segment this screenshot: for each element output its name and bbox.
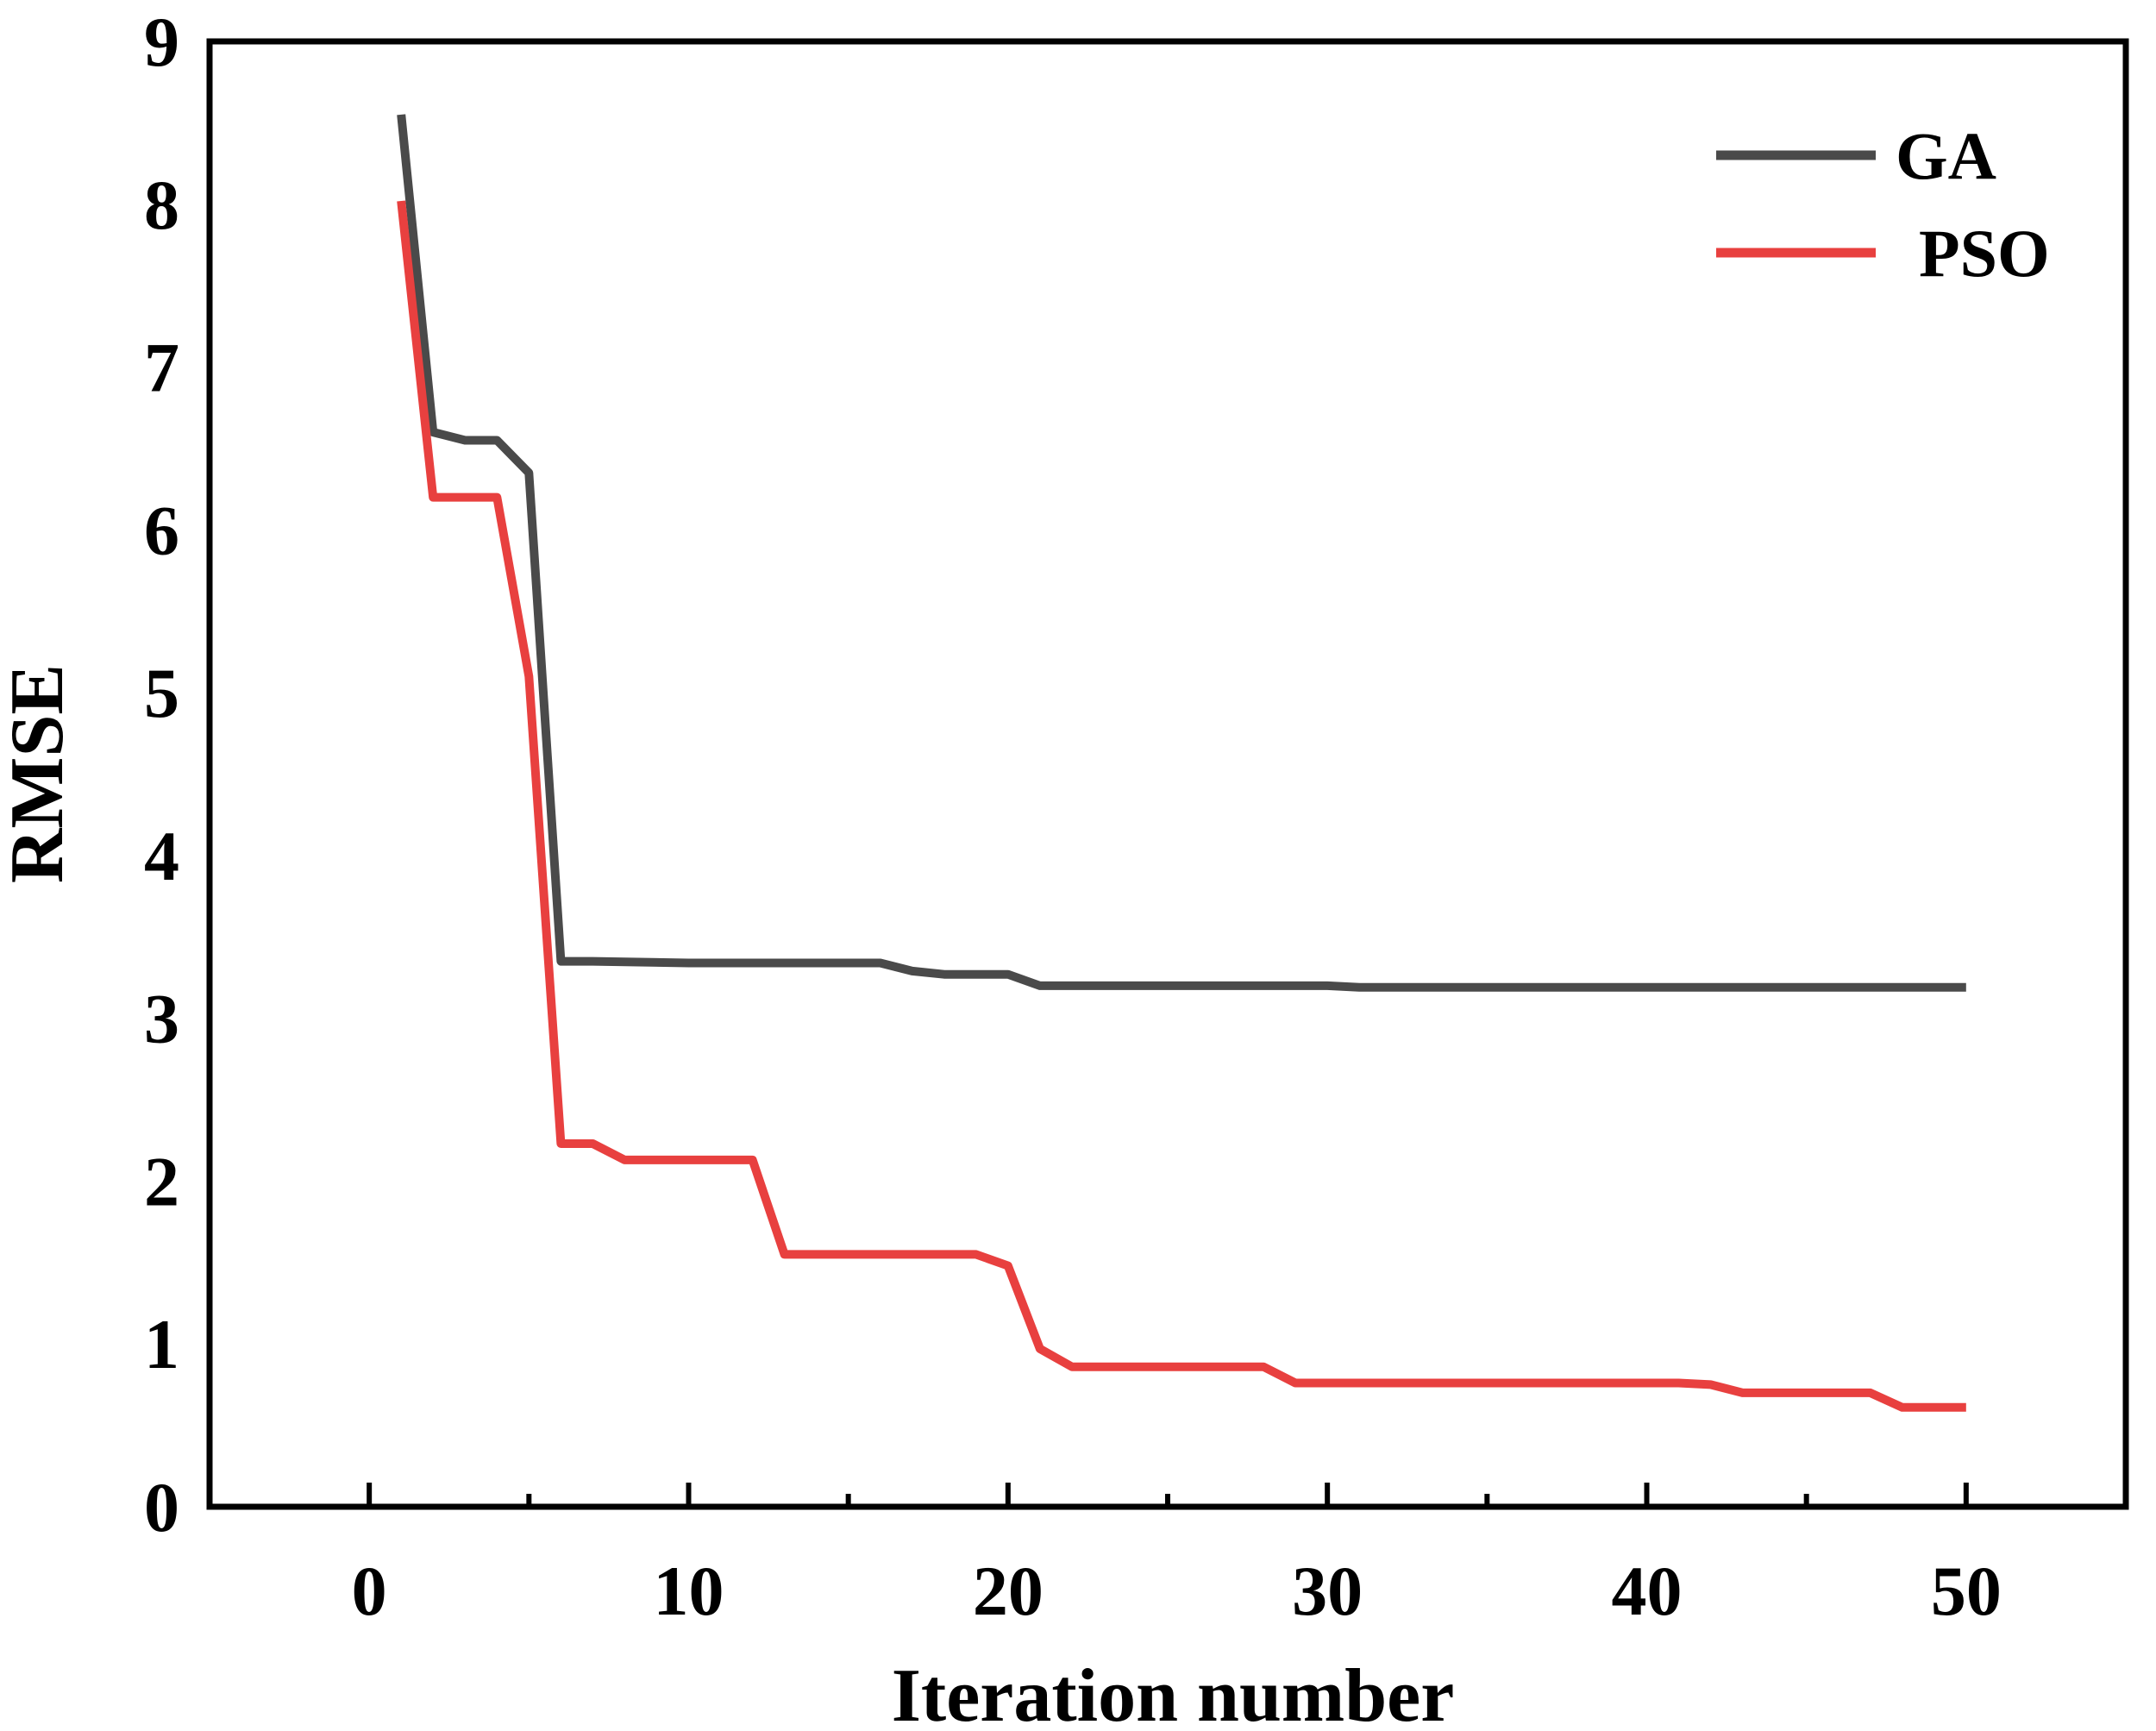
ticks-layer: 0 10 20 30 40 50 0 1 2 3 4 5 6 7 8 9 — [144, 3, 2002, 1630]
x-tick-label: 10 — [654, 1552, 724, 1630]
series-layer — [397, 114, 1966, 1412]
y-tick-label: 5 — [144, 654, 179, 732]
legend: GA PSO — [1716, 118, 2050, 291]
x-tick-label: 0 — [352, 1552, 387, 1630]
y-tick-label: 3 — [144, 980, 179, 1058]
legend-label-pso: PSO — [1919, 216, 2050, 291]
y-tick-label: 6 — [144, 491, 179, 569]
y-tick-label: 1 — [144, 1305, 179, 1383]
x-tick-label: 20 — [973, 1552, 1044, 1630]
x-axis-title: Iteration number — [892, 1654, 1455, 1731]
y-tick-label: 4 — [144, 817, 179, 895]
y-tick-label: 7 — [144, 329, 179, 407]
x-tick-label: 50 — [1931, 1552, 2002, 1630]
y-axis-title: RMSE — [0, 664, 79, 883]
x-tick-label: 40 — [1612, 1552, 1683, 1630]
legend-label-ga: GA — [1896, 118, 1996, 193]
series-line-pso — [397, 200, 1966, 1412]
x-tick-label: 30 — [1292, 1552, 1363, 1630]
y-tick-label: 9 — [144, 3, 179, 81]
series-line-ga — [397, 114, 1966, 992]
y-tick-label: 8 — [144, 166, 179, 244]
y-tick-label: 0 — [144, 1468, 179, 1546]
y-tick-label: 2 — [144, 1142, 179, 1220]
plot-frame — [206, 38, 2129, 1510]
